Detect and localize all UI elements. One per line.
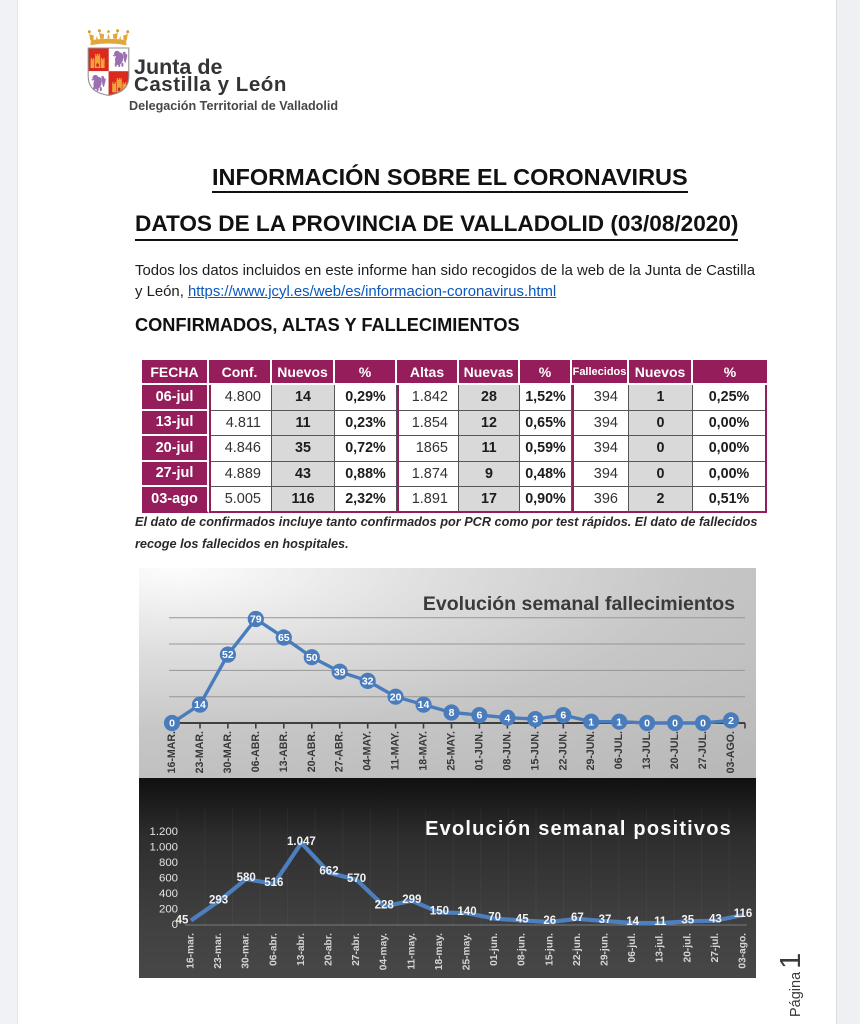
svg-text:1: 1 xyxy=(616,716,622,728)
svg-text:70: 70 xyxy=(488,912,501,924)
svg-text:3: 3 xyxy=(532,714,538,726)
svg-text:27-ABR.: 27-ABR. xyxy=(334,731,346,772)
svg-text:1.200: 1.200 xyxy=(149,826,178,838)
svg-text:11-MAY.: 11-MAY. xyxy=(390,731,402,770)
svg-text:25-may.: 25-may. xyxy=(462,933,473,970)
svg-text:50: 50 xyxy=(306,652,318,664)
svg-text:400: 400 xyxy=(159,888,178,900)
svg-text:29-JUN.: 29-JUN. xyxy=(585,731,597,771)
svg-text:570: 570 xyxy=(347,873,366,885)
svg-text:13-JUL.: 13-JUL. xyxy=(641,731,653,769)
svg-text:0: 0 xyxy=(172,919,178,931)
svg-text:22-jun.: 22-jun. xyxy=(572,933,583,966)
svg-text:06-abr.: 06-abr. xyxy=(268,933,279,966)
svg-text:45: 45 xyxy=(176,915,189,927)
svg-text:45: 45 xyxy=(516,914,529,926)
svg-text:140: 140 xyxy=(457,906,476,918)
svg-text:13-ABR.: 13-ABR. xyxy=(278,731,290,772)
svg-text:14: 14 xyxy=(194,699,206,711)
svg-text:27-JUL.: 27-JUL. xyxy=(697,731,709,769)
svg-text:600: 600 xyxy=(159,873,178,885)
svg-text:2: 2 xyxy=(728,715,734,727)
svg-text:20-ABR.: 20-ABR. xyxy=(306,731,318,772)
svg-text:65: 65 xyxy=(278,632,290,644)
svg-text:20-abr.: 20-abr. xyxy=(324,933,335,966)
svg-text:Evolución semanal positivos: Evolución semanal positivos xyxy=(425,818,732,840)
svg-text:20-jul.: 20-jul. xyxy=(682,933,693,963)
svg-text:15-jun.: 15-jun. xyxy=(544,933,555,966)
svg-text:04-may.: 04-may. xyxy=(379,933,390,970)
svg-text:23-mar.: 23-mar. xyxy=(213,933,224,969)
svg-text:08-jun.: 08-jun. xyxy=(517,933,528,966)
svg-text:6: 6 xyxy=(476,710,482,722)
svg-text:43: 43 xyxy=(709,914,722,926)
svg-text:30-mar.: 30-mar. xyxy=(241,933,252,969)
svg-text:0: 0 xyxy=(169,718,175,730)
svg-text:06-JUL.: 06-JUL. xyxy=(613,731,625,769)
svg-text:35: 35 xyxy=(681,914,694,926)
svg-text:16-MAR.: 16-MAR. xyxy=(166,731,178,773)
svg-text:30-MAR.: 30-MAR. xyxy=(222,731,234,773)
svg-text:32: 32 xyxy=(362,676,374,688)
svg-text:11: 11 xyxy=(654,916,667,928)
svg-text:08-JUN.: 08-JUN. xyxy=(501,731,513,771)
svg-text:20: 20 xyxy=(390,691,402,703)
svg-text:662: 662 xyxy=(319,866,338,878)
svg-text:20-JUL.: 20-JUL. xyxy=(669,731,681,769)
svg-text:52: 52 xyxy=(222,649,234,661)
svg-text:0: 0 xyxy=(700,718,706,730)
svg-text:1: 1 xyxy=(588,716,594,728)
svg-text:15-JUN.: 15-JUN. xyxy=(529,731,541,771)
svg-text:27-abr.: 27-abr. xyxy=(351,933,362,966)
svg-text:8: 8 xyxy=(449,707,455,719)
svg-text:6: 6 xyxy=(560,710,566,722)
svg-text:14: 14 xyxy=(418,699,430,711)
svg-text:200: 200 xyxy=(159,904,178,916)
svg-text:14: 14 xyxy=(626,916,639,928)
svg-text:37: 37 xyxy=(599,914,612,926)
svg-text:Evolución semanal fallecimient: Evolución semanal fallecimientos xyxy=(423,593,735,615)
svg-text:01-JUN.: 01-JUN. xyxy=(473,731,485,771)
svg-text:25-MAY.: 25-MAY. xyxy=(446,731,458,771)
svg-text:800: 800 xyxy=(159,857,178,869)
svg-text:1.000: 1.000 xyxy=(149,842,178,854)
svg-text:116: 116 xyxy=(734,908,753,920)
svg-text:27-jul.: 27-jul. xyxy=(710,933,721,963)
svg-text:580: 580 xyxy=(237,872,256,884)
svg-text:1.047: 1.047 xyxy=(287,836,316,848)
svg-text:22-JUN.: 22-JUN. xyxy=(557,731,569,771)
svg-text:39: 39 xyxy=(334,666,346,678)
svg-text:228: 228 xyxy=(375,899,395,911)
svg-text:516: 516 xyxy=(264,877,283,889)
svg-text:13-jul.: 13-jul. xyxy=(655,933,666,963)
svg-text:13-abr.: 13-abr. xyxy=(296,933,307,966)
svg-text:293: 293 xyxy=(209,894,228,906)
svg-text:03-ago.: 03-ago. xyxy=(738,933,749,969)
svg-text:299: 299 xyxy=(402,894,421,906)
svg-text:23-MAR.: 23-MAR. xyxy=(194,731,206,773)
svg-text:18-MAY.: 18-MAY. xyxy=(418,731,430,771)
svg-text:18-may.: 18-may. xyxy=(434,933,445,970)
svg-text:67: 67 xyxy=(571,912,584,924)
svg-text:0: 0 xyxy=(672,718,678,730)
svg-text:06-jul.: 06-jul. xyxy=(627,933,638,963)
svg-text:150: 150 xyxy=(430,905,449,917)
svg-text:16-mar.: 16-mar. xyxy=(186,933,197,969)
svg-text:0: 0 xyxy=(644,718,650,730)
svg-text:03-AGO.: 03-AGO. xyxy=(725,731,737,773)
svg-text:04-MAY.: 04-MAY. xyxy=(362,731,374,771)
svg-text:79: 79 xyxy=(250,614,262,626)
svg-text:29-jun.: 29-jun. xyxy=(600,933,611,966)
svg-text:06-ABR.: 06-ABR. xyxy=(250,731,262,772)
svg-text:01-jun.: 01-jun. xyxy=(489,933,500,966)
svg-text:4: 4 xyxy=(504,712,510,724)
svg-text:26: 26 xyxy=(543,915,556,927)
svg-text:11-may.: 11-may. xyxy=(406,933,417,970)
